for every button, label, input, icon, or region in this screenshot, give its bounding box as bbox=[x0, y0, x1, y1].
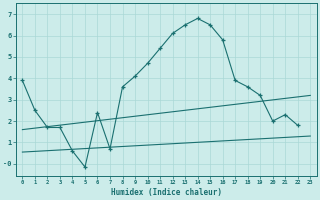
X-axis label: Humidex (Indice chaleur): Humidex (Indice chaleur) bbox=[111, 188, 222, 197]
